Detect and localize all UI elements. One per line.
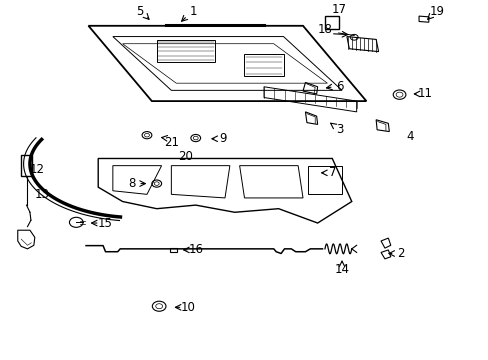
Text: 10: 10 xyxy=(181,301,196,314)
Text: 13: 13 xyxy=(35,188,49,201)
Text: 14: 14 xyxy=(334,263,349,276)
Bar xyxy=(170,248,176,252)
Text: 4: 4 xyxy=(406,130,413,144)
Text: 18: 18 xyxy=(317,23,332,36)
Text: 5: 5 xyxy=(136,5,143,18)
Text: 6: 6 xyxy=(335,80,343,93)
Text: 1: 1 xyxy=(189,5,197,18)
Text: 21: 21 xyxy=(163,136,179,149)
Text: 3: 3 xyxy=(335,123,343,136)
Text: 8: 8 xyxy=(128,177,136,190)
Text: 7: 7 xyxy=(328,166,335,179)
Bar xyxy=(325,16,338,30)
Text: 17: 17 xyxy=(331,3,346,16)
Text: 19: 19 xyxy=(429,5,444,18)
Text: 20: 20 xyxy=(178,150,193,163)
Text: 15: 15 xyxy=(98,216,113,230)
Text: 9: 9 xyxy=(218,132,226,145)
Text: 2: 2 xyxy=(396,247,404,260)
Bar xyxy=(21,155,32,176)
Text: 16: 16 xyxy=(188,243,203,256)
Text: 12: 12 xyxy=(30,163,45,176)
Text: 11: 11 xyxy=(417,87,431,100)
